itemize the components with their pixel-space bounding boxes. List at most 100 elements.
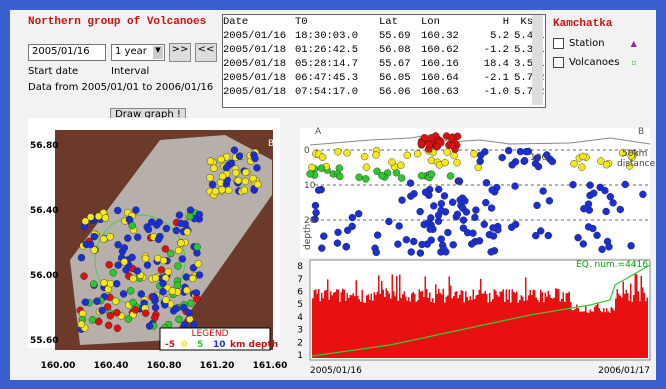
hist-bar xyxy=(443,289,445,358)
hist-bar xyxy=(417,300,419,358)
section-dot xyxy=(601,187,608,194)
hist-bar xyxy=(513,292,515,358)
event-dot xyxy=(151,314,158,321)
section-dot xyxy=(427,226,434,233)
section-dot xyxy=(453,159,460,166)
event-dot xyxy=(225,187,232,194)
section-dot xyxy=(570,160,577,167)
hist-bar xyxy=(647,298,649,358)
hist-bar xyxy=(641,276,643,358)
hist-bar xyxy=(438,289,440,358)
event-dot xyxy=(179,255,186,262)
hist-bar xyxy=(644,293,646,358)
section-dot xyxy=(603,161,610,168)
hist-bar xyxy=(401,298,403,358)
section-dot xyxy=(315,187,322,194)
section-dot xyxy=(540,188,547,195)
event-dot xyxy=(132,306,139,313)
section-dot xyxy=(575,234,582,241)
hist-bar xyxy=(642,287,644,358)
section-dot xyxy=(449,142,456,149)
section-dot xyxy=(580,240,587,247)
hist-y-tick: 1 xyxy=(297,351,303,361)
hist-bar xyxy=(348,298,350,358)
hist-bar xyxy=(338,290,340,358)
hist-bar xyxy=(333,293,335,358)
hist-bar xyxy=(396,276,398,358)
hist-bar xyxy=(543,302,545,358)
hist-bar xyxy=(332,295,334,358)
section-dot xyxy=(428,237,435,244)
section-dot xyxy=(417,250,424,257)
hist-bar xyxy=(630,284,632,358)
section-dot xyxy=(428,171,435,178)
event-dot xyxy=(207,158,214,165)
event-dot xyxy=(121,244,128,251)
hist-bar xyxy=(483,293,485,358)
hist-bar xyxy=(329,300,331,358)
event-dot xyxy=(152,275,159,282)
hist-bar xyxy=(618,294,620,358)
hist-bar xyxy=(377,292,379,358)
hist-bar xyxy=(345,301,347,358)
hist-bar xyxy=(314,290,316,358)
hist-bar xyxy=(558,289,560,358)
section-dot xyxy=(546,197,553,204)
section-dot xyxy=(521,157,528,164)
section-dot xyxy=(444,149,451,156)
event-dot xyxy=(78,254,85,261)
section-dot xyxy=(448,134,455,141)
hist-bar xyxy=(419,289,421,358)
section-dot xyxy=(472,207,479,214)
hist-bar xyxy=(411,293,413,358)
event-dot xyxy=(219,173,226,180)
distance-tick: 100 xyxy=(530,153,547,163)
hist-bar xyxy=(515,293,517,358)
event-dot xyxy=(106,261,113,268)
section-dot xyxy=(374,232,381,239)
section-dot xyxy=(410,238,417,245)
event-dot xyxy=(236,153,243,160)
event-dot xyxy=(127,287,134,294)
section-dot xyxy=(422,189,429,196)
section-dot xyxy=(512,221,519,228)
hist-bar xyxy=(408,297,410,358)
section-dot xyxy=(461,197,468,204)
event-dot xyxy=(187,213,194,220)
section-dot xyxy=(441,192,448,199)
x-tick-label: 160.40 xyxy=(94,361,129,371)
event-dot xyxy=(176,212,183,219)
event-dot xyxy=(174,282,181,289)
hist-x0: 2005/01/16 xyxy=(310,366,362,376)
event-dot xyxy=(242,169,249,176)
event-dot xyxy=(126,216,133,223)
hist-bar xyxy=(471,300,473,358)
hist-bar xyxy=(561,299,563,358)
event-dot xyxy=(156,219,163,226)
event-dot xyxy=(99,307,106,314)
section-dot xyxy=(481,221,488,228)
hist-bar xyxy=(495,291,497,358)
hist-bar xyxy=(591,311,593,358)
event-dot xyxy=(173,227,180,234)
event-dot xyxy=(138,291,145,298)
hist-bar xyxy=(504,302,506,358)
hist-bar xyxy=(635,273,637,358)
hist-bar xyxy=(609,313,611,358)
hist-bar xyxy=(446,297,448,358)
event-dot xyxy=(151,293,158,300)
section-dot xyxy=(335,229,342,236)
event-dot xyxy=(81,273,88,280)
event-dot xyxy=(158,266,165,273)
hist-bar xyxy=(315,289,317,358)
hist-bar xyxy=(432,298,434,358)
section-dot xyxy=(549,158,556,165)
hist-y-tick: 5 xyxy=(297,300,303,310)
hist-bar xyxy=(351,295,353,358)
hist-bar xyxy=(567,293,569,358)
section-dot xyxy=(426,141,433,148)
section-dot xyxy=(578,164,585,171)
event-dot xyxy=(78,321,85,328)
hist-bar xyxy=(633,295,635,358)
screen: Northern group of Volcanoes 2005/01/16 1… xyxy=(0,0,666,389)
